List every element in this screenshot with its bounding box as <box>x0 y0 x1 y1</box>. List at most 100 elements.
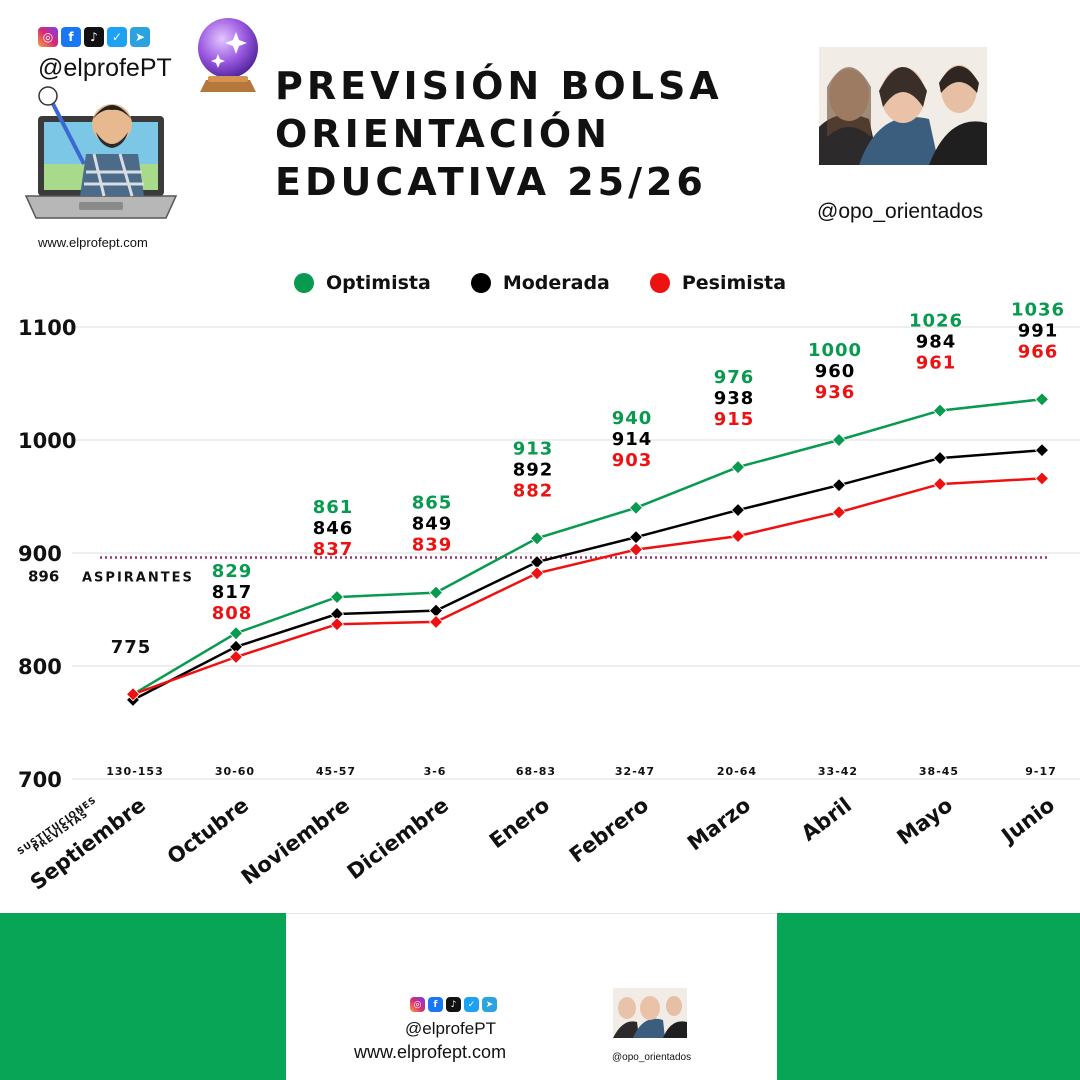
data-label-moderada: 960 <box>815 361 856 382</box>
right-handle: @opo_orientados <box>817 200 984 223</box>
substitutions-label: 3-6 <box>424 765 447 778</box>
data-label-optimista: 829 <box>212 561 253 582</box>
data-label-moderada: 892 <box>513 459 554 480</box>
substitutions-label: 45-57 <box>316 765 356 778</box>
laptop-avatar-illustration <box>24 86 178 219</box>
data-point-pesimista <box>730 528 746 544</box>
telegram-icon[interactable]: ➤ <box>130 27 150 47</box>
substitutions-label: 20-64 <box>717 765 757 778</box>
data-point-pesimista <box>329 617 345 632</box>
data-point-moderada <box>730 502 746 518</box>
data-point-moderada <box>1034 443 1050 458</box>
x-tick-label: Febrero <box>565 793 653 868</box>
reference-value-label: 896 <box>28 568 59 586</box>
data-label-optimista: 1036 <box>1011 300 1065 320</box>
data-point-optimista <box>529 531 545 546</box>
data-label-moderada: 938 <box>714 388 755 409</box>
data-label-optimista: 1000 <box>808 340 862 361</box>
social-icons: ◎ f ♪ ✓ ➤ <box>38 27 150 47</box>
data-label-pesimista: 808 <box>212 603 253 624</box>
data-label-pesimista: 966 <box>1018 341 1059 362</box>
data-point-pesimista <box>628 542 644 557</box>
series-line-pesimista <box>132 477 1043 696</box>
group-illustration <box>819 47 987 165</box>
substitutions-label: 38-45 <box>919 765 959 778</box>
data-point-pesimista <box>529 566 545 581</box>
data-point-pesimista <box>228 649 244 665</box>
x-tick-label: Marzo <box>683 793 755 856</box>
legend-dot-optimista <box>293 273 314 293</box>
reference-label: ASPIRANTES <box>82 571 194 586</box>
instagram-icon[interactable]: ◎ <box>410 997 425 1012</box>
data-label-optimista: 1026 <box>909 311 963 332</box>
data-label-moderada: 914 <box>612 429 653 450</box>
data-point-optimista <box>932 403 948 418</box>
footer-handle: @elprofePT <box>405 1019 496 1038</box>
x-tick-label: Octubre <box>163 793 253 869</box>
x-tick-label: Mayo <box>893 793 957 850</box>
data-label-pesimista: 839 <box>412 535 453 556</box>
start-value-label: 775 <box>111 637 152 658</box>
legend-item-pesimista: Pesimista <box>649 272 787 294</box>
data-point-optimista <box>831 432 847 448</box>
data-label-optimista: 913 <box>513 438 554 459</box>
data-point-pesimista <box>932 477 948 492</box>
data-point-moderada <box>628 530 644 545</box>
legend-label-pesimista: Pesimista <box>681 272 787 294</box>
y-tick-label: 1000 <box>18 429 76 453</box>
x-tick-label: Diciembre <box>343 793 453 884</box>
data-point-optimista <box>628 500 644 515</box>
footer-divider <box>286 913 777 914</box>
substitutions-label: 9-17 <box>1025 765 1057 778</box>
data-label-optimista: 865 <box>412 493 453 514</box>
footer-green-left <box>0 913 286 1080</box>
substitutions-label: 130-153 <box>106 765 164 778</box>
footer-social-icons: ◎ f ♪ ✓ ➤ <box>410 997 497 1012</box>
y-tick-label: 1100 <box>18 316 76 340</box>
data-label-pesimista: 961 <box>916 353 957 374</box>
y-tick-label: 900 <box>18 542 62 566</box>
legend-label-optimista: Optimista <box>325 272 431 294</box>
data-label-moderada: 984 <box>916 332 957 353</box>
legend-dot-pesimista <box>649 273 670 293</box>
crystal-ball-icon <box>198 18 258 92</box>
x-tick-label: Noviembre <box>237 793 354 890</box>
chart-title: PREVISIÓN BOLSA ORIENTACIÓN EDUCATIVA 25… <box>275 62 723 206</box>
facebook-icon[interactable]: f <box>61 27 81 47</box>
instagram-icon[interactable]: ◎ <box>38 27 58 47</box>
title-line-2: ORIENTACIÓN <box>275 112 611 156</box>
legend: Optimista Moderada Pesimista <box>0 272 1080 294</box>
title-line-1: PREVISIÓN BOLSA <box>275 64 723 108</box>
data-label-optimista: 940 <box>612 408 653 429</box>
data-point-pesimista <box>1034 471 1050 486</box>
tiktok-icon[interactable]: ♪ <box>446 997 461 1012</box>
legend-label-moderada: Moderada <box>502 272 610 294</box>
brand-handle: @elprofePT <box>38 54 172 82</box>
legend-item-moderada: Moderada <box>470 272 610 294</box>
data-label-pesimista: 903 <box>612 450 653 471</box>
tiktok-icon[interactable]: ♪ <box>84 27 104 47</box>
facebook-icon[interactable]: f <box>428 997 443 1012</box>
legend-item-optimista: Optimista <box>293 272 431 294</box>
footer-right-handle: @opo_orientados <box>612 1052 692 1063</box>
brand-website: www.elprofept.com <box>38 235 148 250</box>
x-tick-label: Abril <box>797 793 856 846</box>
x-tick-label: Junio <box>996 793 1059 849</box>
substitutions-label: 33-42 <box>818 765 858 778</box>
data-label-optimista: 976 <box>714 367 755 388</box>
data-point-optimista <box>730 460 746 475</box>
telegram-icon[interactable]: ➤ <box>482 997 497 1012</box>
data-point-pesimista <box>831 505 847 520</box>
series-line-moderada <box>132 448 1043 702</box>
substitutions-label: 68-83 <box>516 765 556 778</box>
y-tick-label: 800 <box>18 655 62 679</box>
y-tick-label: 700 <box>18 768 62 792</box>
data-point-optimista <box>428 585 444 600</box>
twitter-icon[interactable]: ✓ <box>464 997 479 1012</box>
substitutions-label: 32-47 <box>615 765 655 778</box>
twitter-icon[interactable]: ✓ <box>107 27 127 47</box>
data-point-optimista <box>228 626 244 641</box>
footer-green-right <box>777 913 1080 1080</box>
data-label-moderada: 849 <box>412 514 453 535</box>
